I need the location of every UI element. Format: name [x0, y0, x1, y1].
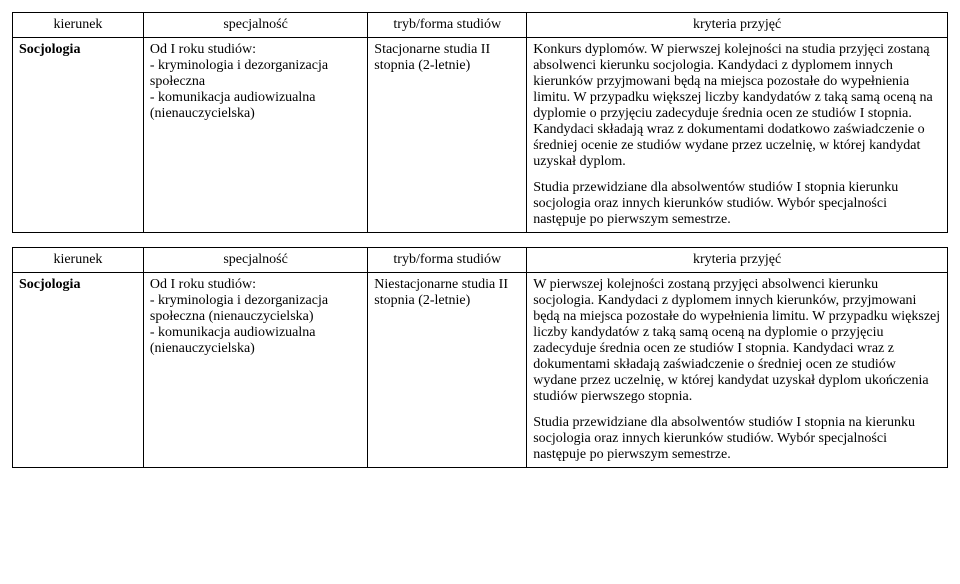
cell-specjalnosc: Od I roku studiów: - kryminologia i dezo…: [143, 273, 367, 468]
col-header-kierunek: kierunek: [13, 13, 144, 38]
col-header-specjalnosc: specjalność: [143, 13, 367, 38]
table-header-row: kierunek specjalność tryb/forma studiów …: [13, 248, 948, 273]
cell-kierunek: Socjologia: [19, 42, 80, 57]
col-header-specjalnosc: specjalność: [143, 248, 367, 273]
col-header-kierunek: kierunek: [13, 248, 144, 273]
col-header-tryb: tryb/forma studiów: [368, 13, 527, 38]
col-header-tryb: tryb/forma studiów: [368, 248, 527, 273]
table-row: Socjologia Od I roku studiów: - kryminol…: [13, 38, 948, 233]
kryteria-paragraph-1: W pierwszej kolejności zostaną przyjęci …: [533, 277, 941, 405]
col-header-kryteria: kryteria przyjęć: [527, 248, 948, 273]
kryteria-paragraph-2: Studia przewidziane dla absolwentów stud…: [533, 415, 941, 463]
table-2: kierunek specjalność tryb/forma studiów …: [12, 247, 948, 468]
kryteria-paragraph-2: Studia przewidziane dla absolwentów stud…: [533, 180, 941, 228]
cell-kierunek: Socjologia: [19, 277, 80, 292]
table-1: kierunek specjalność tryb/forma studiów …: [12, 12, 948, 233]
cell-specjalnosc: Od I roku studiów: - kryminologia i dezo…: [143, 38, 367, 233]
cell-tryb: Niestacjonarne studia II stopnia (2-letn…: [368, 273, 527, 468]
table-row: Socjologia Od I roku studiów: - kryminol…: [13, 273, 948, 468]
kryteria-paragraph-1: Konkurs dyplomów. W pierwszej kolejności…: [533, 42, 941, 170]
cell-kryteria: W pierwszej kolejności zostaną przyjęci …: [527, 273, 948, 468]
cell-tryb: Stacjonarne studia II stopnia (2-letnie): [368, 38, 527, 233]
cell-kryteria: Konkurs dyplomów. W pierwszej kolejności…: [527, 38, 948, 233]
col-header-kryteria: kryteria przyjęć: [527, 13, 948, 38]
table-header-row: kierunek specjalność tryb/forma studiów …: [13, 13, 948, 38]
